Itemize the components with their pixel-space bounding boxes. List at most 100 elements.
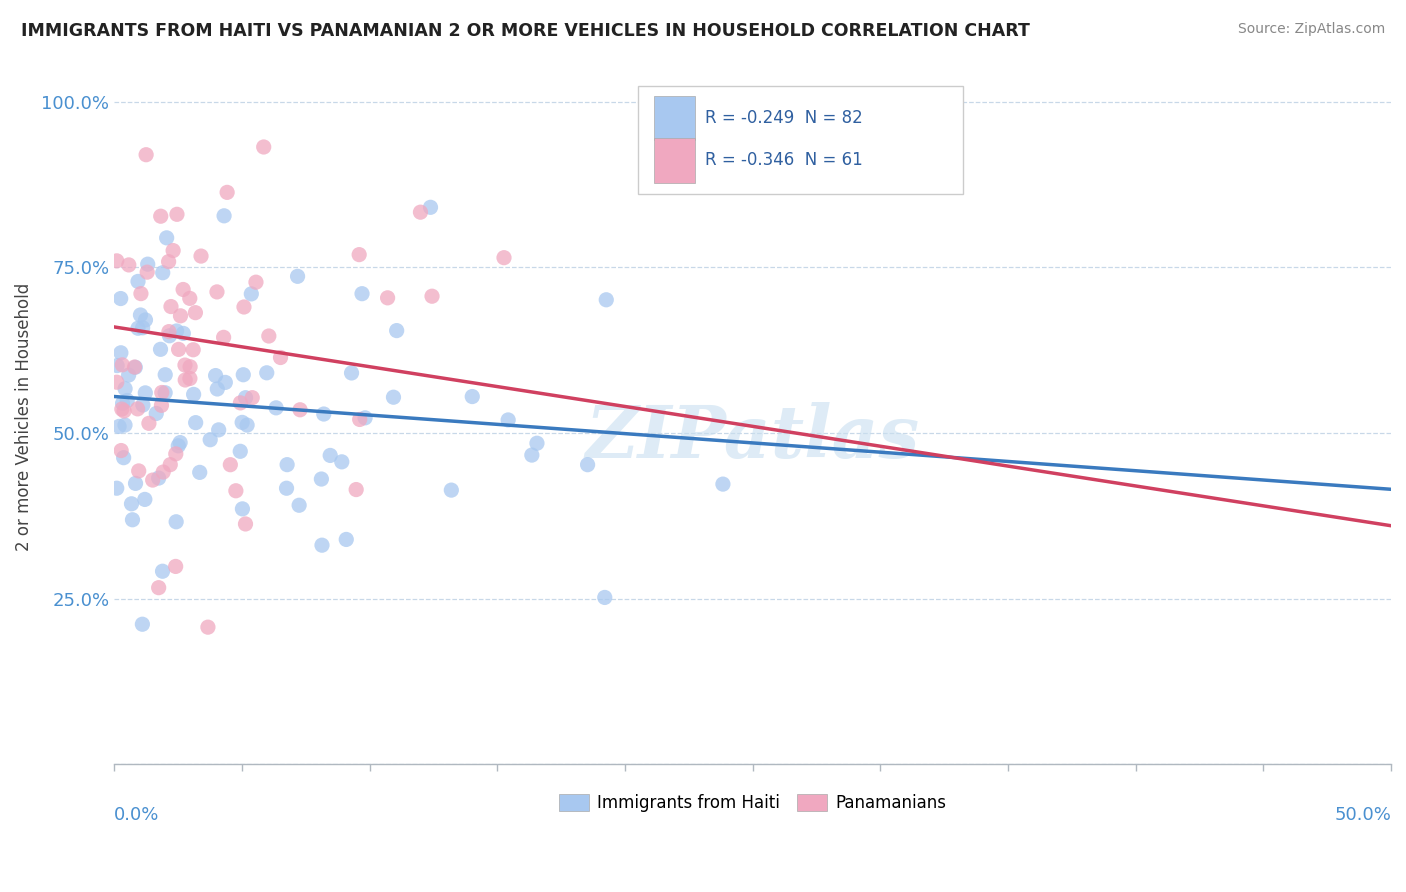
Point [350, 286, 373, 301]
Point [276, 481, 298, 495]
Point [157, 254, 180, 268]
Point [159, 328, 181, 343]
Point [165, 559, 187, 574]
Point [121, 497, 143, 511]
Point [114, 382, 136, 396]
Point [311, 538, 333, 552]
Point [179, 291, 201, 305]
Point [240, 286, 263, 301]
Point [257, 329, 280, 343]
Point [118, 258, 141, 272]
Point [150, 385, 173, 400]
Point [184, 416, 207, 430]
Point [148, 471, 170, 485]
Point [312, 407, 335, 421]
Point [167, 343, 190, 357]
Point [496, 413, 519, 427]
Point [335, 533, 357, 547]
Point [112, 404, 135, 418]
Text: R = -0.346  N = 61: R = -0.346 N = 61 [706, 152, 863, 169]
Point [105, 253, 128, 268]
Point [287, 269, 309, 284]
Point [136, 257, 159, 271]
Point [190, 249, 212, 263]
Point [157, 325, 180, 339]
Point [152, 465, 174, 479]
Point [152, 266, 174, 280]
Point [129, 286, 152, 301]
Point [127, 274, 149, 288]
Point [165, 447, 187, 461]
Text: R = -0.249  N = 82: R = -0.249 N = 82 [706, 109, 863, 127]
Text: 0.0%: 0.0% [114, 806, 159, 824]
Point [340, 366, 363, 380]
Point [232, 368, 254, 382]
Point [169, 435, 191, 450]
Point [183, 387, 205, 401]
Point [111, 358, 134, 372]
Y-axis label: 2 or more Vehicles in Household: 2 or more Vehicles in Household [15, 282, 32, 550]
Point [110, 346, 132, 360]
Point [188, 466, 211, 480]
Point [229, 396, 252, 410]
Point [197, 620, 219, 634]
Point [174, 373, 197, 387]
Point [235, 391, 257, 405]
Point [112, 450, 135, 465]
Point [134, 385, 156, 400]
Point [155, 368, 177, 382]
Text: Source: ZipAtlas.com: Source: ZipAtlas.com [1237, 22, 1385, 37]
Point [253, 140, 276, 154]
Point [311, 472, 333, 486]
Point [240, 391, 263, 405]
Point [111, 402, 134, 417]
Point [160, 300, 183, 314]
Point [208, 423, 231, 437]
Point [595, 293, 617, 307]
Point [108, 419, 131, 434]
Point [200, 433, 222, 447]
Point [231, 416, 253, 430]
Point [134, 492, 156, 507]
Point [420, 289, 443, 303]
Text: IMMIGRANTS FROM HAITI VS PANAMANIAN 2 OR MORE VEHICLES IN HOUSEHOLD CORRELATION : IMMIGRANTS FROM HAITI VS PANAMANIAN 2 OR… [21, 22, 1031, 40]
Point [576, 458, 599, 472]
Point [593, 591, 616, 605]
Point [461, 390, 484, 404]
Point [204, 368, 226, 383]
Point [288, 402, 311, 417]
Point [127, 321, 149, 335]
FancyBboxPatch shape [654, 95, 695, 140]
Point [105, 481, 128, 495]
Point [172, 283, 194, 297]
Point [114, 418, 136, 433]
Point [159, 458, 181, 472]
Point [236, 418, 259, 433]
Point [225, 483, 247, 498]
Point [264, 401, 287, 415]
Point [229, 444, 252, 458]
Point [212, 330, 235, 344]
Point [145, 407, 167, 421]
FancyBboxPatch shape [654, 138, 695, 183]
Point [181, 343, 204, 357]
Point [132, 398, 155, 412]
Point [167, 439, 190, 453]
Point [212, 209, 235, 223]
Point [344, 483, 367, 497]
Point [172, 326, 194, 341]
Point [124, 360, 146, 375]
Point [149, 343, 172, 357]
Point [276, 458, 298, 472]
Point [131, 617, 153, 632]
Point [111, 396, 134, 410]
Point [124, 360, 146, 375]
Point [319, 449, 342, 463]
Point [142, 473, 165, 487]
Point [179, 371, 201, 385]
Point [127, 401, 149, 416]
Point [156, 231, 179, 245]
Point [419, 200, 441, 214]
Point [134, 313, 156, 327]
Point [153, 385, 176, 400]
